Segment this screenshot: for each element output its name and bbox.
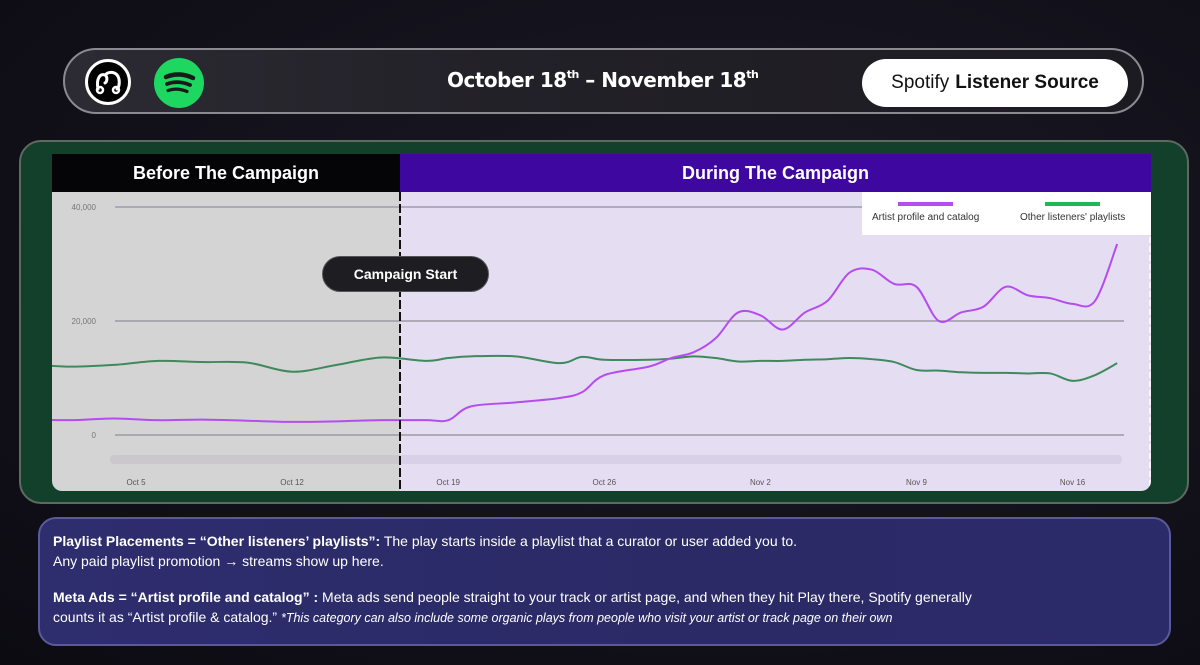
svg-text:Nov 9: Nov 9 [906, 478, 927, 487]
playlist-note-body: The play starts inside a playlist that a… [380, 533, 798, 549]
meta-note-body2: counts it as “Artist profile & catalog.” [53, 609, 281, 625]
during-campaign-region [400, 192, 1151, 491]
date-end-suffix: th [746, 68, 759, 81]
spotify-logo-icon [154, 58, 204, 108]
svg-text:Oct 12: Oct 12 [280, 478, 304, 487]
svg-text:20,000: 20,000 [72, 317, 97, 326]
date-range: October 18th – November 18th [447, 68, 759, 92]
title-prefix: Spotify [891, 72, 950, 93]
svg-text:Nov 16: Nov 16 [1060, 478, 1086, 487]
meta-note-line2: counts it as “Artist profile & catalog.”… [53, 607, 1169, 628]
meta-note-body: Meta ads send people straight to your tr… [318, 589, 972, 605]
svg-text:Oct 5: Oct 5 [126, 478, 146, 487]
playlist-note-line2: Any paid playlist promotion → streams sh… [53, 553, 384, 569]
legend-item-other-playlists: Other listeners' playlists [1020, 202, 1125, 223]
legend-swatch-green [1045, 202, 1101, 206]
brand-m-logo-icon [85, 59, 131, 105]
svg-text:40,000: 40,000 [72, 203, 97, 212]
during-campaign-header: During The Campaign [400, 154, 1151, 192]
legend-swatch-purple [898, 202, 954, 206]
svg-text:0: 0 [92, 431, 97, 440]
svg-text:Oct 19: Oct 19 [436, 478, 460, 487]
chart-legend: Artist profile and catalog Other listene… [862, 192, 1151, 235]
svg-text:Oct 26: Oct 26 [593, 478, 617, 487]
meta-note: Meta Ads = “Artist profile and catalog” … [53, 587, 1169, 607]
date-start: October 18 [447, 68, 567, 92]
header-bar: October 18th – November 18th Spotify List… [63, 48, 1144, 114]
meta-note-title: Meta Ads = “Artist profile and catalog” … [53, 589, 319, 605]
chart-panel: Before The Campaign During The Campaign … [52, 154, 1151, 491]
campaign-start-marker: Campaign Start [322, 256, 489, 292]
title-bold: Listener Source [955, 72, 1099, 93]
legend-item-artist-profile: Artist profile and catalog [872, 202, 979, 223]
playlist-note: Playlist Placements = “Other listeners’ … [53, 531, 1169, 551]
before-campaign-region [52, 192, 400, 491]
date-start-suffix: th [566, 68, 580, 81]
date-separator: – [578, 68, 602, 92]
page-title: Spotify Listener Source [862, 59, 1128, 107]
meta-note-disclaimer: *This category can also include some org… [280, 611, 893, 625]
explanation-panel: Playlist Placements = “Other listeners’ … [38, 517, 1171, 646]
svg-text:Nov 2: Nov 2 [750, 478, 771, 487]
legend-label: Other listeners' playlists [1020, 212, 1126, 223]
playlist-note-title: Playlist Placements = “Other listeners’ … [53, 533, 381, 549]
before-campaign-header: Before The Campaign [52, 154, 400, 192]
date-end: November 18 [601, 68, 747, 92]
legend-label: Artist profile and catalog [872, 212, 980, 223]
